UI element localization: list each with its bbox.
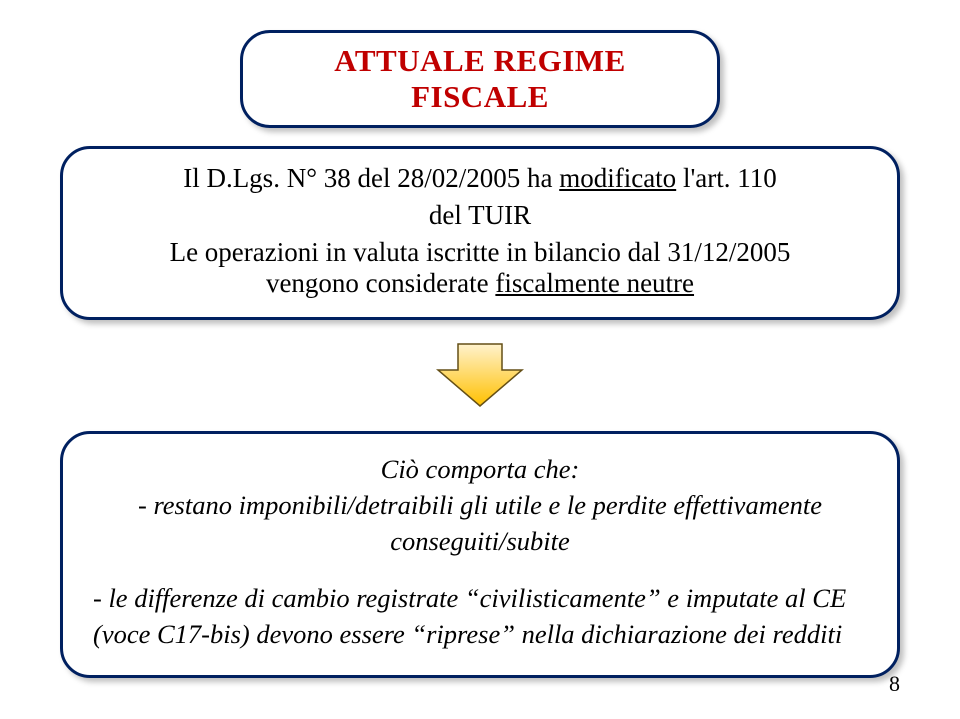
bottom-header: Ciò comporta che: bbox=[93, 452, 867, 488]
slide-title: ATTUALE REGIME FISCALE bbox=[263, 43, 697, 115]
middle-line-1: Il D.Lgs. N° 38 del 28/02/2005 ha modifi… bbox=[91, 163, 869, 194]
slide: ATTUALE REGIME FISCALE Il D.Lgs. N° 38 d… bbox=[0, 0, 960, 719]
middle-line1-post: l'art. 110 bbox=[676, 163, 777, 193]
bottom-bullet-1: - restano imponibili/detraibili gli util… bbox=[93, 488, 867, 560]
down-arrow-icon bbox=[436, 342, 524, 408]
bottom-bullet-2: - le differenze di cambio registrate “ci… bbox=[93, 581, 867, 653]
middle-line3b-pre: vengono considerate bbox=[266, 268, 495, 298]
title-box: ATTUALE REGIME FISCALE bbox=[240, 30, 720, 128]
middle-line-2: del TUIR bbox=[91, 200, 869, 231]
arrow-container bbox=[50, 342, 910, 413]
bottom-box: Ciò comporta che: - restano imponibili/d… bbox=[60, 431, 900, 678]
page-number: 8 bbox=[889, 671, 900, 697]
middle-line3b-underline: fiscalmente neutre bbox=[495, 268, 694, 298]
middle-line-3b: vengono considerate fiscalmente neutre bbox=[91, 268, 869, 299]
middle-line1-pre: Il D.Lgs. N° 38 del 28/02/2005 ha bbox=[183, 163, 559, 193]
middle-box: Il D.Lgs. N° 38 del 28/02/2005 ha modifi… bbox=[60, 146, 900, 320]
middle-line-3a: Le operazioni in valuta iscritte in bila… bbox=[91, 237, 869, 268]
middle-line1-underline: modificato bbox=[559, 163, 676, 193]
